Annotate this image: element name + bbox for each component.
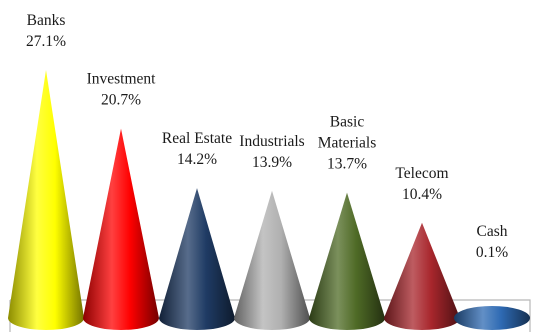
category-label-industrials: Industrials: [239, 133, 304, 150]
value-label-telecom: 10.4%: [402, 186, 442, 203]
cone-industrials: [234, 190, 310, 330]
value-label-basic-materials: 13.7%: [327, 156, 367, 173]
category-label-real-estate: Real Estate: [162, 130, 232, 147]
value-label-real-estate: 14.2%: [177, 151, 217, 168]
data-labels: Banks 27.1% Investment 20.7% Real Estate 14.2…: [26, 12, 508, 261]
category-label-investment: Investment: [87, 71, 157, 88]
category-label-banks: Banks: [27, 12, 66, 29]
cone-basic-materials: [309, 192, 385, 330]
value-label-investment: 20.7%: [101, 92, 141, 109]
cone-banks: [8, 70, 84, 330]
value-label-banks: 27.1%: [26, 33, 66, 50]
cone-cash: [454, 306, 530, 330]
value-label-industrials: 13.9%: [252, 154, 292, 171]
cone-investment: [83, 128, 159, 330]
category-label-cash: Cash: [477, 223, 508, 240]
value-label-cash: 0.1%: [476, 244, 508, 261]
category-label-basic-materials: Basic Materials: [318, 114, 377, 152]
cone-real-estate: [159, 188, 235, 330]
category-label-telecom: Telecom: [395, 165, 448, 182]
cone-series: [8, 70, 530, 330]
cone-telecom: [384, 222, 460, 330]
